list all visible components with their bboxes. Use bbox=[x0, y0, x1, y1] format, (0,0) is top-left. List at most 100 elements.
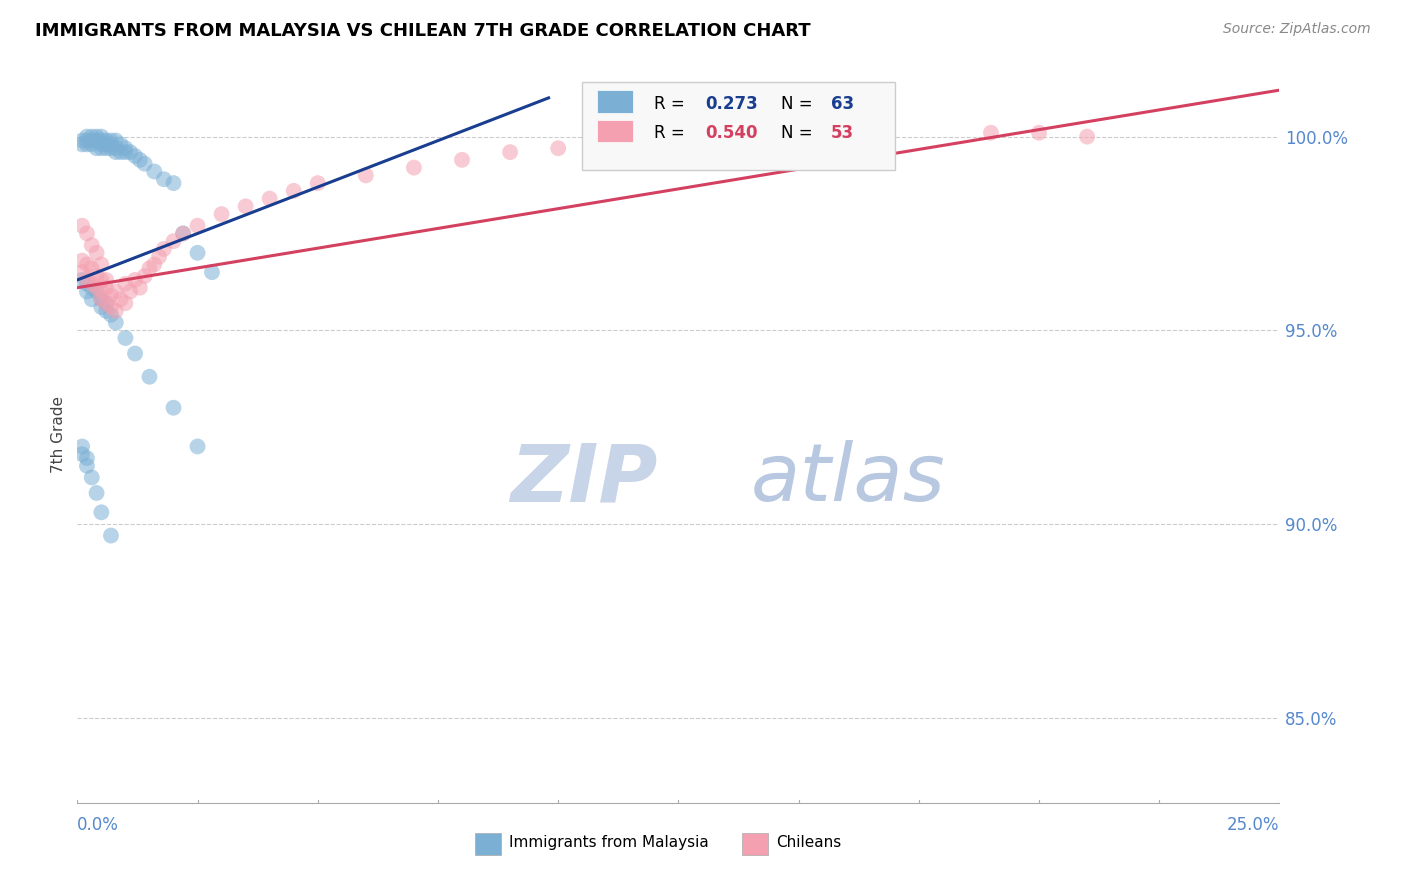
Point bbox=[80, 133, 103, 147]
Point bbox=[499, 145, 522, 160]
Point bbox=[86, 486, 108, 500]
Point bbox=[120, 285, 142, 299]
Text: ZIP: ZIP bbox=[510, 440, 658, 518]
Point bbox=[235, 199, 257, 213]
Text: R =: R = bbox=[654, 95, 690, 113]
Point bbox=[80, 129, 103, 144]
FancyBboxPatch shape bbox=[596, 120, 633, 142]
Point bbox=[86, 141, 108, 155]
Point bbox=[211, 207, 233, 221]
Point bbox=[110, 145, 132, 160]
Point bbox=[76, 227, 98, 241]
Point bbox=[643, 137, 665, 152]
Point bbox=[1028, 126, 1050, 140]
Point bbox=[110, 293, 132, 307]
Y-axis label: 7th Grade: 7th Grade bbox=[51, 396, 66, 474]
Point bbox=[90, 133, 112, 147]
Point bbox=[96, 133, 118, 147]
Text: N =: N = bbox=[780, 124, 817, 143]
Point bbox=[86, 281, 108, 295]
Point bbox=[96, 281, 118, 295]
Point bbox=[96, 273, 118, 287]
Point bbox=[70, 273, 93, 287]
Point bbox=[86, 133, 108, 147]
Point bbox=[259, 192, 281, 206]
Point bbox=[86, 285, 108, 299]
Point bbox=[354, 169, 377, 183]
Point bbox=[162, 176, 184, 190]
Point bbox=[80, 137, 103, 152]
Point bbox=[100, 288, 122, 302]
Point bbox=[90, 257, 112, 271]
Point bbox=[148, 250, 170, 264]
Text: 0.540: 0.540 bbox=[704, 124, 758, 143]
Point bbox=[172, 227, 194, 241]
FancyBboxPatch shape bbox=[582, 81, 894, 170]
Point bbox=[980, 126, 1002, 140]
Point bbox=[76, 137, 98, 152]
Text: Source: ZipAtlas.com: Source: ZipAtlas.com bbox=[1223, 22, 1371, 37]
Point bbox=[143, 164, 166, 178]
Text: 25.0%: 25.0% bbox=[1227, 816, 1279, 834]
Point bbox=[124, 273, 146, 287]
Point bbox=[114, 331, 136, 345]
Point bbox=[70, 447, 93, 461]
Point bbox=[90, 293, 112, 307]
Point bbox=[90, 273, 112, 287]
Point bbox=[86, 129, 108, 144]
Point bbox=[128, 281, 150, 295]
Point bbox=[76, 257, 98, 271]
Point bbox=[128, 153, 150, 167]
Text: N =: N = bbox=[780, 95, 817, 113]
Point bbox=[100, 300, 122, 314]
Point bbox=[402, 161, 425, 175]
Point bbox=[96, 296, 118, 310]
Text: R =: R = bbox=[654, 124, 690, 143]
Point bbox=[76, 273, 98, 287]
Point bbox=[96, 304, 118, 318]
Point bbox=[283, 184, 305, 198]
Text: Chileans: Chileans bbox=[776, 836, 841, 850]
Point bbox=[80, 470, 103, 484]
Point bbox=[96, 296, 118, 310]
Point bbox=[90, 129, 112, 144]
Point bbox=[90, 300, 112, 314]
Point bbox=[1076, 129, 1098, 144]
Point bbox=[835, 129, 858, 144]
Point bbox=[80, 293, 103, 307]
Point bbox=[172, 227, 194, 241]
Point bbox=[162, 234, 184, 248]
Point bbox=[114, 141, 136, 155]
Point bbox=[104, 316, 127, 330]
Point bbox=[70, 137, 93, 152]
Point bbox=[100, 133, 122, 147]
Text: 0.0%: 0.0% bbox=[77, 816, 120, 834]
Point bbox=[80, 238, 103, 252]
Point bbox=[138, 261, 160, 276]
Point bbox=[96, 141, 118, 155]
Point bbox=[76, 458, 98, 473]
Point bbox=[86, 268, 108, 283]
Point bbox=[143, 257, 166, 271]
Point bbox=[186, 245, 209, 260]
Point bbox=[70, 440, 93, 454]
Point bbox=[104, 304, 127, 318]
Point bbox=[76, 129, 98, 144]
Point bbox=[70, 265, 93, 279]
Text: 63: 63 bbox=[831, 95, 855, 113]
Point bbox=[76, 451, 98, 466]
Point bbox=[104, 141, 127, 155]
Point bbox=[124, 346, 146, 360]
Point bbox=[80, 277, 103, 291]
Point bbox=[104, 133, 127, 147]
Point bbox=[76, 285, 98, 299]
Point bbox=[90, 293, 112, 307]
Point bbox=[70, 253, 93, 268]
Point bbox=[186, 219, 209, 233]
Point bbox=[740, 133, 762, 147]
Point bbox=[100, 528, 122, 542]
Text: atlas: atlas bbox=[751, 440, 945, 518]
Point bbox=[307, 176, 329, 190]
Point bbox=[110, 137, 132, 152]
Point bbox=[90, 141, 112, 155]
